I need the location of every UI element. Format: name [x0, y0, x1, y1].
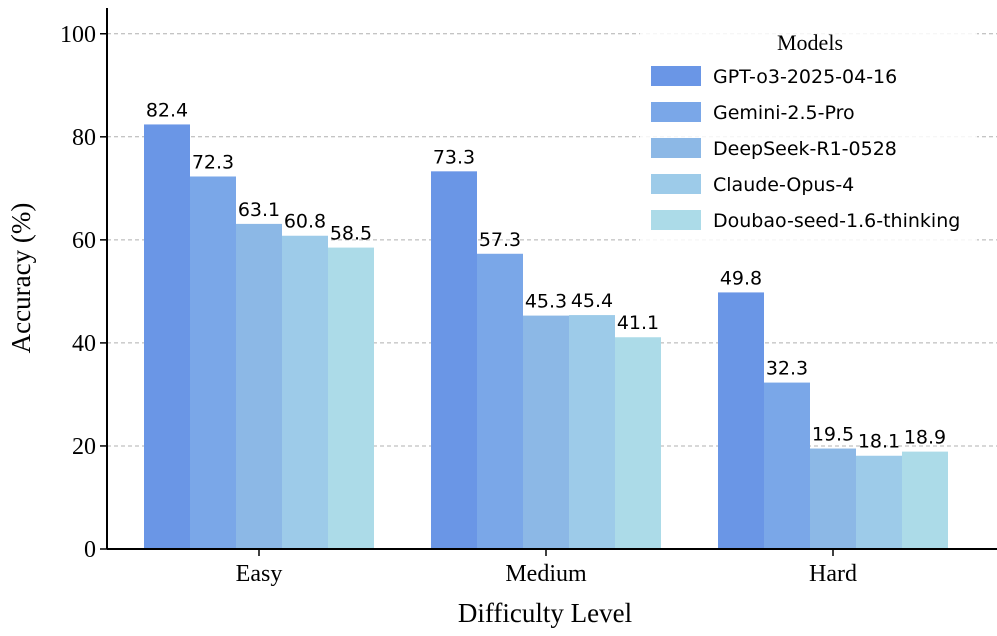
- legend-swatch: [651, 102, 701, 122]
- data-label: 45.3: [525, 291, 567, 313]
- bar-easy-series-2: [236, 223, 282, 549]
- data-label: 60.8: [284, 211, 326, 233]
- data-label: 49.8: [720, 267, 762, 289]
- data-label: 32.3: [766, 358, 808, 380]
- data-label: 18.9: [904, 427, 946, 449]
- y-tick-label: 100: [60, 22, 96, 48]
- data-label: 57.3: [479, 229, 521, 251]
- bar-hard-series-4: [902, 451, 948, 549]
- bar-medium-series-1: [477, 253, 523, 550]
- y-tick-label: 40: [72, 331, 96, 357]
- legend-label: DeepSeek-R1-0528: [713, 138, 897, 160]
- bar-hard-series-3: [856, 455, 902, 549]
- bar-easy-series-4: [328, 247, 374, 550]
- data-labels: 82.4 72.3 63.160.858.5 73.3 57.3 45.3 45.441.1…: [146, 99, 946, 452]
- data-label: 73.3: [433, 146, 475, 168]
- legend-swatch: [651, 138, 701, 158]
- data-label: 19.5: [812, 424, 854, 446]
- bar-easy-series-3: [282, 235, 328, 550]
- y-axis-title: Accuracy (%): [6, 203, 36, 354]
- data-label: 58.5: [330, 223, 372, 245]
- legend-title: Models: [777, 30, 843, 55]
- x-axis-ticks: Easy Medium Hard: [236, 549, 857, 587]
- bar-medium-series-2: [523, 315, 569, 549]
- bar-medium-series-4: [615, 337, 661, 549]
- data-label: 45.4: [571, 290, 613, 312]
- y-tick-label: 60: [72, 228, 96, 254]
- x-axis-title: Difficulty Level: [458, 598, 632, 628]
- y-tick-label: 0: [84, 537, 96, 563]
- data-label: 72.3: [192, 151, 234, 173]
- bar-hard-series-2: [810, 448, 856, 549]
- bar-hard-series-0: [718, 292, 764, 549]
- data-label: 18.1: [858, 431, 900, 453]
- bar-hard-series-1: [764, 382, 810, 549]
- data-label: 82.4: [146, 99, 188, 121]
- data-label: 41.1: [617, 312, 659, 334]
- legend-label: Claude-Opus-4: [713, 174, 854, 196]
- bar-medium-series-3: [569, 315, 615, 549]
- bar-easy-series-1: [190, 176, 236, 550]
- legend: Models GPT-o3-2025-04-16 Gemini-2.5-Pro De…: [640, 22, 977, 250]
- bars: [144, 124, 948, 550]
- legend-label: Gemini-2.5-Pro: [713, 102, 855, 124]
- x-tick-label: Medium: [505, 561, 587, 587]
- bar-easy-series-0: [144, 124, 190, 549]
- data-label: 63.1: [238, 199, 280, 221]
- legend-swatch: [651, 66, 701, 86]
- y-axis-ticks: 0 20 40 60 80 100: [60, 22, 107, 563]
- x-tick-label: Easy: [236, 561, 283, 587]
- bar-medium-series-0: [431, 171, 477, 549]
- y-tick-label: 20: [72, 434, 96, 460]
- y-tick-label: 80: [72, 125, 96, 151]
- legend-swatch: [651, 210, 701, 230]
- axes: [106, 8, 997, 550]
- x-tick-label: Hard: [809, 561, 857, 587]
- legend-swatch: [651, 174, 701, 194]
- legend-label: Doubao-seed-1.6-thinking: [713, 210, 960, 232]
- legend-label: GPT-o3-2025-04-16: [713, 66, 897, 88]
